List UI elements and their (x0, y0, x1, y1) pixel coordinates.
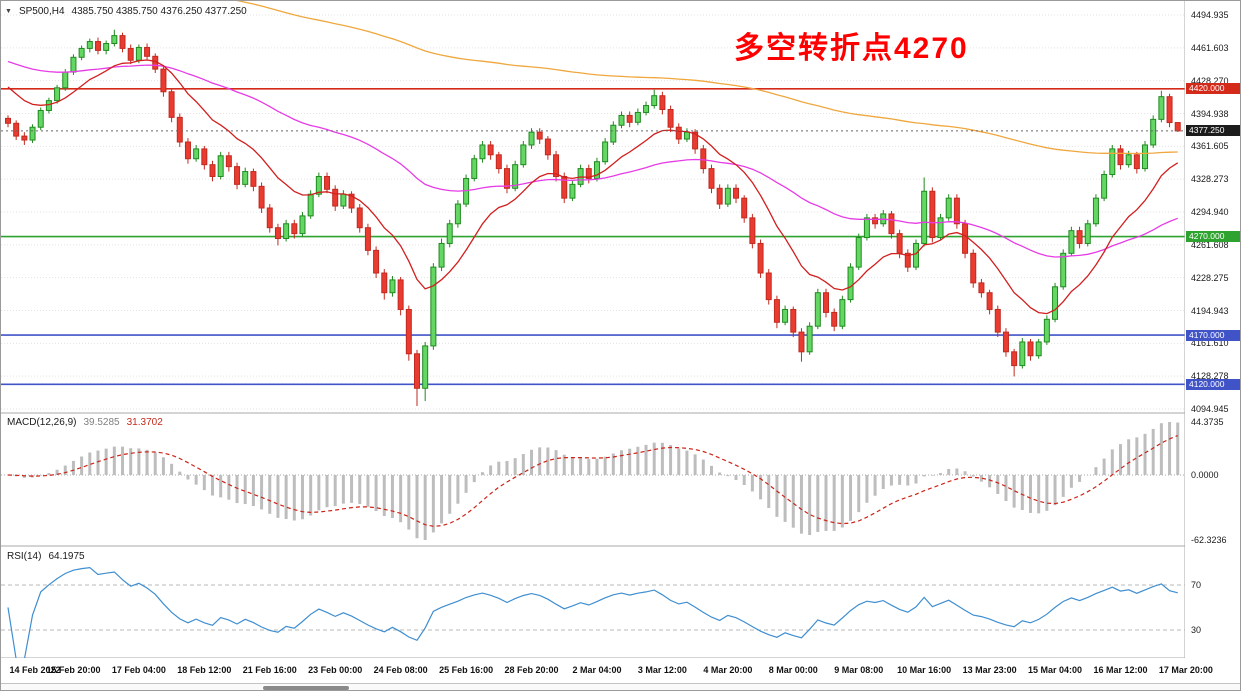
price-axis-label: 4194.943 (1191, 305, 1229, 316)
time-axis-label: 13 Mar 23:00 (962, 665, 1017, 675)
macd-axis-label: -62.3236 (1191, 535, 1227, 545)
macd-main-value: 39.5285 (83, 417, 120, 428)
price-axis-label: 4361.605 (1191, 141, 1229, 152)
time-axis-label: 10 Mar 16:00 (897, 665, 952, 675)
price-level-badge: 4270.000 (1186, 231, 1240, 243)
macd-axis-label: 0.0000 (1191, 470, 1219, 481)
rsi-axis-label: 70 (1191, 580, 1202, 590)
price-axis-label: 4161.610 (1191, 338, 1229, 349)
price-axis-label: 4128.278 (1191, 371, 1229, 382)
time-axis-label: 28 Feb 20:00 (504, 665, 559, 675)
time-axis-label: 17 Feb 04:00 (111, 665, 166, 675)
symbol-label: SP500,H4 (18, 6, 65, 17)
scrollbar-thumb[interactable] (263, 686, 349, 690)
price-axis-label: 4461.603 (1191, 42, 1229, 53)
time-axis-label: 15 Mar 04:00 (1028, 665, 1083, 675)
price-axis[interactable]: 4494.935 4461.603 4428.270 4394.938 4361.605… (1185, 1, 1240, 658)
price-axis-label: 4394.938 (1191, 108, 1229, 119)
price-level-badge: 4170.000 (1186, 329, 1240, 341)
rsi-value: 64.1975 (48, 551, 85, 562)
time-axis-label: 16 Mar 12:00 (1093, 665, 1148, 675)
horizontal-scrollbar[interactable] (1, 683, 1240, 690)
time-axis-label: 17 Mar 20:00 (1158, 665, 1213, 675)
time-axis-label: 15 Feb 20:00 (46, 665, 101, 675)
price-level-badge: 4377.250 (1186, 125, 1240, 137)
price-axis-label: 4494.935 (1191, 10, 1229, 20)
price-level-badge: 4120.000 (1186, 378, 1240, 390)
price-level-badge: 4420.000 (1186, 83, 1240, 95)
time-axis-label: 2 Mar 04:00 (572, 665, 622, 675)
symbol-marker-icon[interactable]: ▼ (5, 7, 12, 15)
time-axis-label: 25 Feb 16:00 (439, 665, 494, 675)
macd-signal-value: 31.3702 (126, 417, 163, 428)
macd-indicator-label: MACD(12,26,9) 39.5285 31.3702 (7, 417, 163, 428)
time-axis-label: 3 Mar 12:00 (637, 665, 687, 675)
price-axis-label: 4294.940 (1191, 207, 1229, 217)
price-axis-label: 4261.608 (1191, 239, 1229, 250)
price-axis-label: 4428.270 (1191, 75, 1229, 86)
time-axis-label: 8 Mar 00:00 (768, 665, 818, 675)
time-axis-label: 24 Feb 08:00 (373, 665, 428, 675)
ohlc-label: 4385.750 4385.750 4376.250 4377.250 (71, 6, 247, 17)
price-axis-label: 4094.945 (1191, 404, 1229, 414)
price-axis-label: 4228.275 (1191, 272, 1229, 283)
time-axis-label: 18 Feb 12:00 (177, 665, 232, 675)
time-axis[interactable]: 14 Feb 2022 15 Feb 20:00 17 Feb 04:00 18 Fe… (1, 658, 1240, 683)
time-axis-label: 14 Feb 2022 (9, 665, 61, 675)
chart-header: ▼ SP500,H4 4385.750 4385.750 4376.250 43… (5, 6, 247, 17)
rsi-axis-label: 30 (1191, 625, 1202, 635)
rsi-name: RSI(14) (7, 551, 42, 562)
time-axis-label: 23 Feb 00:00 (308, 665, 363, 675)
macd-name: MACD(12,26,9) (7, 417, 77, 428)
time-axis-label: 21 Feb 16:00 (242, 665, 297, 675)
rsi-indicator-label: RSI(14) 64.1975 (7, 551, 85, 562)
time-axis-label: 4 Mar 20:00 (703, 665, 753, 675)
price-axis-label: 4328.273 (1191, 174, 1229, 185)
annotation-text: 多空转折点4270 (734, 32, 969, 65)
time-axis-label: 9 Mar 08:00 (834, 665, 884, 675)
macd-axis-label: 44.3735 (1191, 417, 1224, 427)
